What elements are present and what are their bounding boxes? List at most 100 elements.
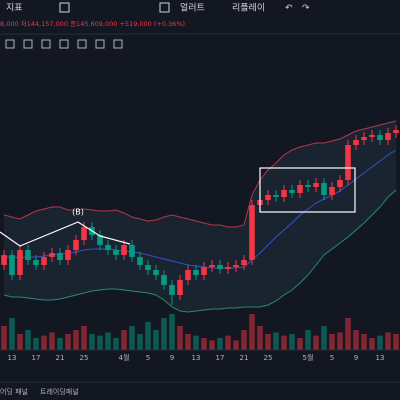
volume-bar bbox=[353, 330, 359, 350]
x-tick-label: 21 bbox=[56, 354, 65, 362]
x-tick-label: 5 bbox=[330, 354, 334, 362]
volume-bar bbox=[193, 335, 199, 350]
volume-bar bbox=[281, 335, 287, 350]
candle-body bbox=[25, 250, 31, 260]
candle-body bbox=[81, 227, 87, 240]
candle-body bbox=[217, 265, 223, 269]
volume-bar bbox=[393, 334, 399, 350]
toolbar bbox=[0, 0, 400, 34]
candle-body bbox=[137, 257, 143, 265]
panel-tab[interactable]: 트레이딩패널 bbox=[40, 387, 79, 396]
candle-body bbox=[201, 267, 207, 275]
candle-body bbox=[9, 255, 15, 275]
x-tick-label: 5월 bbox=[303, 353, 314, 362]
x-tick-label: 4월 bbox=[119, 353, 130, 362]
candle-body bbox=[49, 253, 55, 257]
panel-tab[interactable]: 어딩 패널 bbox=[0, 387, 28, 396]
candle-body bbox=[345, 145, 351, 180]
volume-bar bbox=[377, 335, 383, 350]
plot bbox=[1, 120, 399, 350]
candle-body bbox=[185, 270, 191, 280]
candle-body bbox=[289, 190, 295, 193]
candle-body bbox=[169, 285, 175, 295]
x-tick-label: 25 bbox=[80, 354, 89, 362]
pattern-line bbox=[0, 221, 131, 247]
volume-bar bbox=[25, 330, 31, 350]
volume-bar bbox=[185, 334, 191, 350]
candle-body bbox=[153, 270, 159, 275]
undo-button[interactable]: ↶ bbox=[285, 4, 293, 14]
candle-body bbox=[249, 205, 255, 260]
volume-bar bbox=[265, 334, 271, 350]
volume-bar bbox=[65, 334, 71, 350]
layout-icon[interactable] bbox=[59, 2, 70, 13]
tool-icon[interactable] bbox=[95, 39, 105, 49]
tool-icon[interactable] bbox=[41, 39, 51, 49]
candle-body bbox=[1, 255, 7, 265]
candle-body bbox=[209, 265, 215, 267]
candle-body bbox=[33, 260, 39, 265]
redo-button[interactable]: ↷ bbox=[302, 4, 310, 14]
volume-bar bbox=[321, 326, 327, 350]
candle-body bbox=[193, 270, 199, 275]
volume-bar bbox=[273, 332, 279, 350]
candle-body bbox=[313, 183, 319, 187]
x-tick-label: 25 bbox=[264, 354, 273, 362]
tool-icon[interactable] bbox=[23, 39, 33, 49]
tool-icon[interactable] bbox=[5, 39, 15, 49]
x-tick-label: 13 bbox=[376, 354, 385, 362]
volume-bar bbox=[129, 326, 135, 350]
volume-bar bbox=[17, 334, 23, 350]
candle-body bbox=[385, 133, 391, 140]
volume-bar bbox=[81, 326, 87, 350]
candle-body bbox=[225, 267, 231, 269]
candle-body bbox=[297, 185, 303, 193]
candle-body bbox=[377, 135, 383, 140]
volume-bar bbox=[201, 338, 207, 350]
candle-body bbox=[265, 195, 271, 200]
volume-bar bbox=[313, 335, 319, 350]
tool-icon[interactable] bbox=[113, 39, 123, 49]
alert-icon[interactable] bbox=[159, 2, 170, 13]
candle-body bbox=[65, 250, 71, 260]
volume-bar bbox=[233, 340, 239, 350]
volume-bar bbox=[225, 335, 231, 350]
volume-bar bbox=[105, 332, 111, 350]
candle-body bbox=[41, 257, 47, 265]
volume-bar bbox=[153, 330, 159, 350]
candle-body bbox=[337, 180, 343, 187]
volume-bar bbox=[361, 334, 367, 350]
replay-button[interactable]: 리플레이 bbox=[232, 3, 265, 14]
x-tick-label: 21 bbox=[240, 354, 249, 362]
volume-bar bbox=[177, 326, 183, 350]
tool-icon[interactable] bbox=[59, 39, 69, 49]
volume-bar bbox=[41, 335, 47, 350]
volume-bar bbox=[305, 330, 311, 350]
ohlc-line: 8,000 저144,157,000 종145,609,000 +519,000… bbox=[0, 19, 185, 28]
alert-button[interactable]: 얼러트 bbox=[180, 3, 205, 14]
volume-bar bbox=[97, 335, 103, 350]
volume-bar bbox=[337, 332, 343, 350]
tool-icon[interactable] bbox=[77, 39, 87, 49]
candle-body bbox=[73, 240, 79, 250]
candle-body bbox=[369, 135, 375, 137]
bottom-bar bbox=[0, 382, 400, 400]
x-tick-label: 13 bbox=[8, 354, 17, 362]
volume-bar bbox=[1, 326, 7, 350]
candle-body bbox=[281, 190, 287, 197]
volume-bar bbox=[289, 334, 295, 350]
band-line bbox=[3, 120, 397, 228]
volume-bar bbox=[169, 314, 175, 350]
band-line bbox=[3, 189, 397, 313]
candle-body bbox=[329, 187, 335, 195]
candle-body bbox=[97, 235, 103, 245]
candle-body bbox=[121, 245, 127, 255]
candle-body bbox=[273, 195, 279, 197]
candle-body bbox=[393, 130, 399, 133]
candle-body bbox=[129, 245, 135, 257]
volume-bar bbox=[137, 334, 143, 350]
indicators-button[interactable]: 지표 bbox=[6, 3, 23, 14]
volume-bar bbox=[57, 338, 63, 350]
volume-bar bbox=[369, 338, 375, 350]
